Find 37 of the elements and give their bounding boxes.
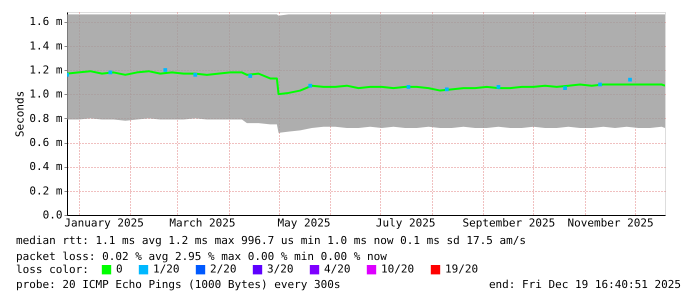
point	[406, 85, 410, 89]
x-tick-label: March 2025	[169, 216, 236, 230]
text: median rtt: 1.1 ms avg 1.2 ms max 996.7 us min 1.0 ms now 0.1 ms sd 17.5 am/s	[16, 234, 526, 247]
x-tick-label: January 2025	[64, 216, 144, 230]
y-tick-label: 0.2 m	[29, 184, 63, 198]
legend-label: 2/20	[210, 262, 236, 276]
text: probe: 20 ICMP Echo Pings (1000 Bytes) every 300s	[16, 278, 341, 291]
x-tick-label: September 2025	[462, 216, 556, 230]
text: end: Fri Dec 19 16:40:51 2025	[488, 278, 681, 291]
x-tick-label: May 2025	[278, 216, 331, 230]
y-tick-label: 0.6 m	[29, 136, 63, 149]
y-tick-label: 1.0 m	[29, 88, 63, 101]
y-tick-label: 0.0	[42, 208, 62, 222]
point	[563, 86, 567, 90]
legend-label: 3/20	[267, 262, 294, 276]
legend-label: 0	[116, 262, 123, 276]
y-tick-label: 0.4 m	[29, 160, 63, 174]
point	[598, 82, 602, 86]
legend-title: loss color:	[16, 263, 89, 276]
y-tick-label: 1.4 m	[29, 39, 63, 52]
point	[248, 74, 252, 78]
y-axis-title: Seconds	[13, 90, 26, 138]
line-series	[67, 70, 665, 96]
legend-label: 19/20	[445, 262, 478, 276]
y-tick-label: 1.6 m	[29, 15, 63, 28]
x-tick-label: July 2025	[376, 216, 436, 230]
point	[163, 68, 168, 72]
text: packet loss: 0.02 % avg 2.95 % max 0.00 % min 0.00 % now	[16, 250, 388, 263]
point	[496, 85, 500, 89]
y-tick-label: 1.2 m	[29, 64, 63, 76]
legend-label: 1/20	[153, 262, 180, 276]
x-tick-label: November 2025	[567, 216, 654, 230]
point	[628, 78, 632, 82]
legend-label: 4/20	[324, 262, 350, 276]
legend-label: 10/20	[381, 262, 414, 276]
y-tick-label: 0.8 m	[29, 112, 63, 125]
point	[108, 70, 112, 74]
